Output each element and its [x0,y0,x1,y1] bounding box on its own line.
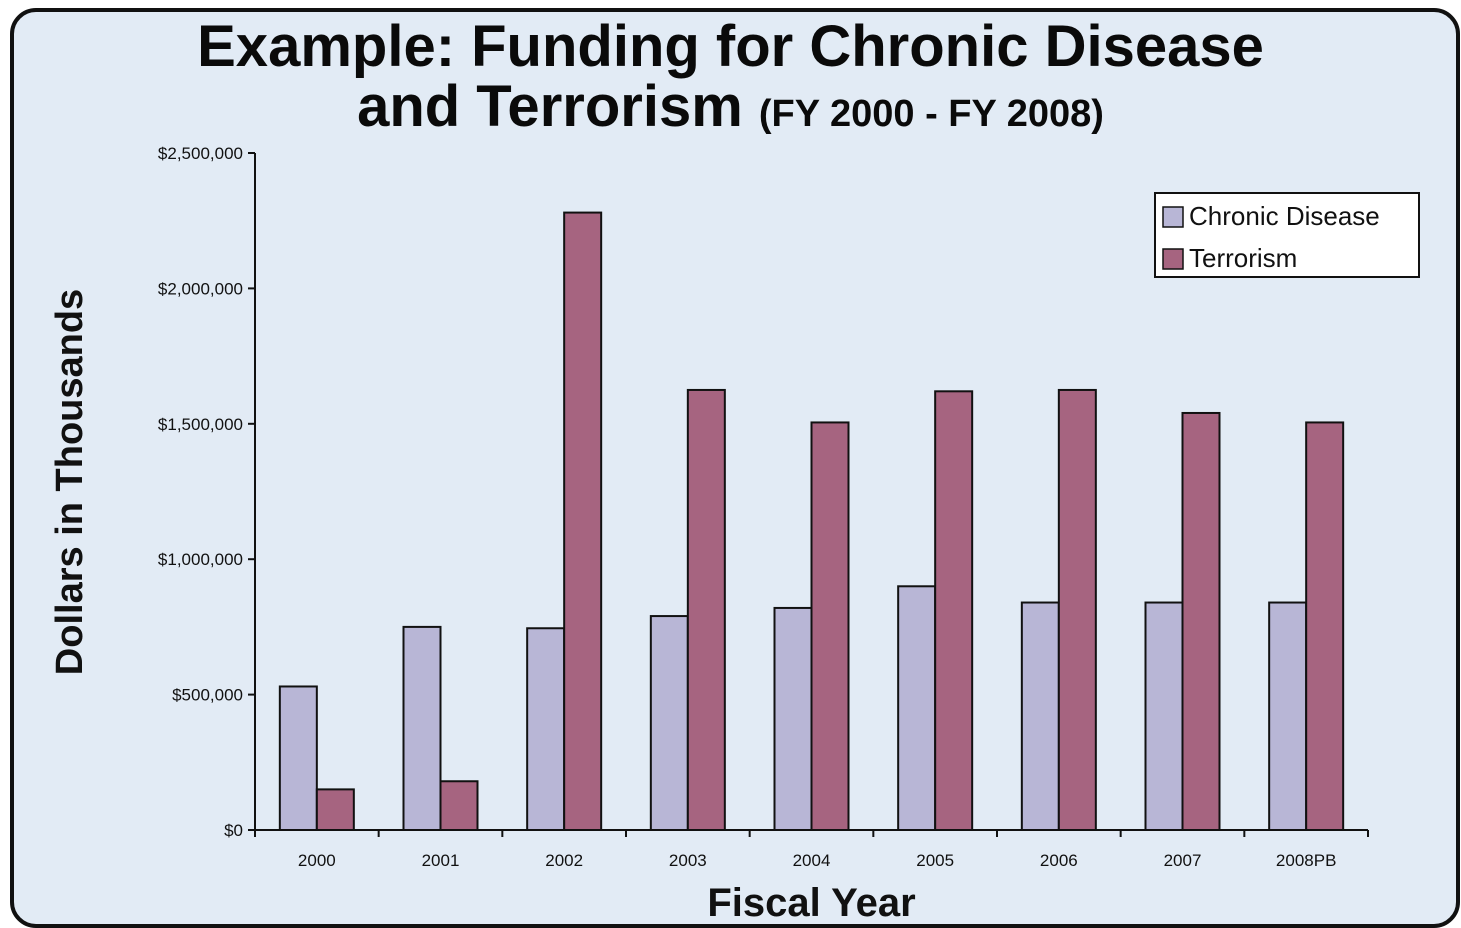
bar-terrorism-2000 [315,788,355,832]
legend-box [1154,192,1420,278]
legend-swatch-chronic-disease [1162,206,1184,228]
legend-swatch-terrorism [1162,248,1184,270]
y-axis-title: Dollars in Thousands [49,289,91,675]
bar-chronic-disease-2000 [278,685,318,832]
bar-terrorism-2001 [439,780,479,831]
x-tick-label: 2002 [545,851,583,870]
bar-terrorism-2007 [1181,411,1221,831]
x-tick-label: 2006 [1040,851,1078,870]
chart-title-line2: and Terrorism (FY 2000 - FY 2008) [0,74,1461,147]
bar-terrorism-2004 [810,421,850,831]
bar-terrorism-2008pb [1305,421,1345,831]
bar-chronic-disease-2001 [402,625,442,832]
x-tick-label: 2007 [1164,851,1202,870]
y-tick-label: $1,500,000 [158,415,243,434]
bar-terrorism-2003 [686,388,726,831]
bar-terrorism-2002 [563,211,603,832]
bar-chronic-disease-2006 [1020,601,1060,832]
bar-chronic-disease-2004 [773,606,813,831]
x-tick-label: 2008PB [1276,851,1337,870]
chart-title-continued: and Terrorism [357,74,743,139]
chart-subtitle: (FY 2000 - FY 2008) [758,93,1104,135]
bar-terrorism-2006 [1057,388,1097,831]
x-tick-label: 2005 [916,851,954,870]
bar-chronic-disease-2005 [897,585,937,832]
y-tick-label: $0 [224,821,243,840]
chart-title-line1: Example: Funding for Chronic Disease [0,14,1461,80]
legend-label-chronic-disease: Chronic Disease [1189,201,1380,231]
y-tick-label: $1,000,000 [158,550,243,569]
x-tick-label: 2003 [669,851,707,870]
x-tick-label: 2000 [298,851,336,870]
y-tick-label: $500,000 [172,686,243,705]
bar-chronic-disease-2003 [649,615,689,831]
bar-chronic-disease-2007 [1144,601,1184,832]
bar-chronic-disease-2002 [526,627,566,832]
x-tick-label: 2001 [422,851,460,870]
y-tick-label: $2,500,000 [158,144,243,163]
x-axis-title: Fiscal Year [707,881,915,925]
bar-chronic-disease-2008pb [1268,601,1308,832]
legend-label-terrorism: Terrorism [1189,243,1297,273]
chart-title-main: Example: Funding for Chronic Disease [197,14,1264,79]
y-tick-label: $2,000,000 [158,279,243,298]
bar-terrorism-2005 [934,390,974,831]
x-tick-label: 2004 [793,851,831,870]
